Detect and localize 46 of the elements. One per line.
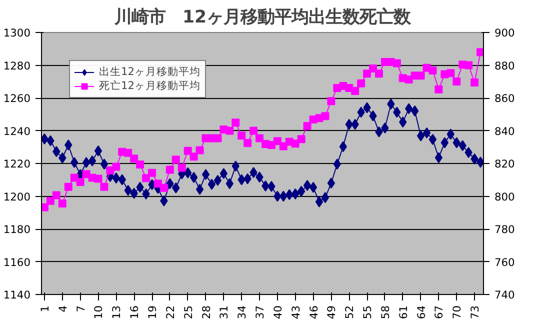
y2-tick-label: 800 [494,190,516,204]
y2-tick-label: 820 [494,158,516,170]
x-tick-label: 55 [361,305,374,320]
x-tick-label: 49 [325,305,338,320]
y-tick-label: 1220 [3,158,31,170]
x-tick-label: 16 [128,305,142,320]
y2-tick-label: 900 [494,26,516,40]
x-tick-label: 52 [343,305,356,320]
x-tick-label: 22 [164,305,177,320]
x-tick-label: 61 [396,305,410,320]
x-tick-label: 46 [307,305,320,320]
x-tick-label: 10 [92,305,106,320]
x-tick-label: 73 [468,305,482,320]
y-tick-label: 1280 [3,59,31,72]
legend-label: 死亡12ヶ月移動平均 [99,79,201,93]
x-tick-label: 25 [182,305,195,320]
x-tick-label: 34 [236,305,249,320]
y2-tick-label: 840 [494,124,516,138]
y-tick-label: 1180 [3,223,31,236]
y-tick-label: 1200 [3,190,31,204]
chart-title: 川崎市 12ヶ月移動平均出生数死亡数 [113,8,412,28]
x-tick-label: 64 [414,305,428,320]
y2-tick-label: 780 [494,223,516,236]
y-tick-label: 1240 [3,124,31,138]
x-tick-label: 1 [38,306,52,312]
legend-label: 出生12ヶ月移動平均 [99,65,201,79]
x-tick-label: 19 [146,305,159,320]
x-tick-label: 67 [432,305,446,320]
y-tick-label: 1300 [3,26,31,40]
x-tick-label: 40 [271,305,284,320]
y-tick-label: 1140 [3,288,31,302]
x-tick-label: 37 [254,305,267,320]
y2-tick-label: 860 [494,92,516,105]
x-tick-label: 7 [74,306,88,312]
y-tick-label: 1160 [3,256,31,269]
y2-tick-label: 880 [494,59,516,72]
x-tick-label: 43 [289,305,302,320]
y-tick-label: 1260 [3,92,31,105]
x-tick-label: 31 [218,305,231,320]
x-tick-label: 58 [378,305,392,320]
x-tick-label: 28 [200,305,213,320]
y2-tick-label: 740 [494,288,516,302]
x-tick-label: 13 [110,305,124,320]
x-tick-label: 4 [56,305,70,312]
x-tick-label: 70 [450,305,464,320]
y2-tick-label: 760 [494,256,516,269]
